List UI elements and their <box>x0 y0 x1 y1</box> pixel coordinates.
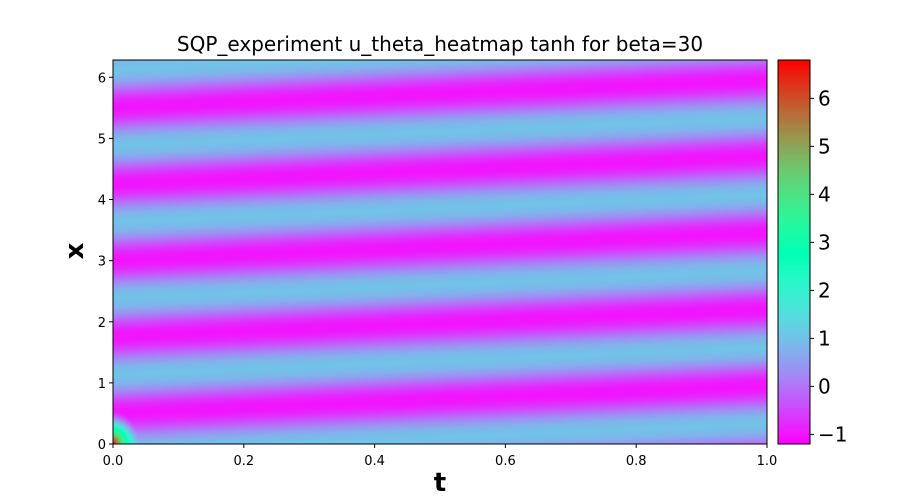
plot-frame <box>112 59 768 445</box>
y-tick-label: 3 <box>98 255 106 270</box>
colorbar-tick-label: 0 <box>818 374 831 398</box>
x-tick-label: 0.4 <box>364 454 385 469</box>
colorbar-tick-label: 3 <box>818 230 831 254</box>
chart-title: SQP_experiment u_theta_heatmap tanh for … <box>176 32 704 56</box>
y-tick-label: 6 <box>98 71 106 86</box>
colorbar-tick-label: −1 <box>818 422 847 446</box>
x-tick-label: 0.2 <box>233 454 254 469</box>
x-tick-label: 0.6 <box>495 454 516 469</box>
colorbar-tick-label: 4 <box>818 182 831 206</box>
y-tick-label: 0 <box>98 438 106 453</box>
y-tick-label: 2 <box>98 316 106 331</box>
colorbar-tick-label: 6 <box>818 86 831 110</box>
colorbar-tick-label: 5 <box>818 134 831 158</box>
x-tick-label: 1.0 <box>757 454 778 469</box>
x-axis-label: t <box>433 468 447 498</box>
y-axis-label: x <box>60 242 90 260</box>
heatmap-plot-area <box>113 60 767 444</box>
colorbar <box>778 60 810 444</box>
y-tick-label: 5 <box>98 132 106 147</box>
y-tick-label: 4 <box>98 194 106 209</box>
x-tick-label: 0.8 <box>626 454 647 469</box>
colorbar-tick-label: 2 <box>818 278 831 302</box>
colorbar-frame <box>777 59 811 445</box>
y-tick-label: 1 <box>98 377 106 392</box>
x-tick-label: 0.0 <box>103 454 124 469</box>
colorbar-tick-label: 1 <box>818 326 831 350</box>
